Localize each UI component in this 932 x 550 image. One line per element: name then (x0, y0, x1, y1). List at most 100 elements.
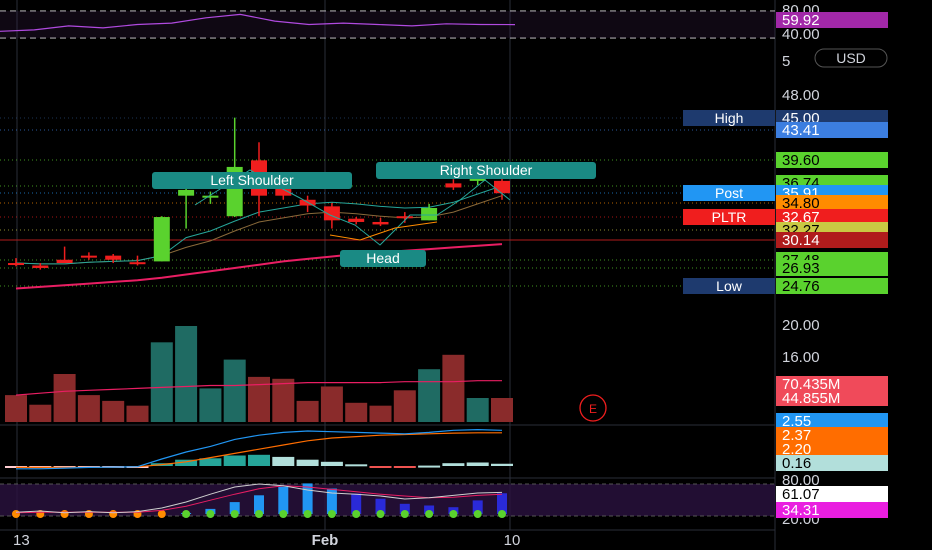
candle-body (153, 217, 170, 262)
stoch-bar (302, 483, 313, 514)
stoch-bar (424, 505, 435, 514)
macd-histogram-bar (491, 463, 513, 466)
stoch-dot (376, 510, 385, 518)
price-value-label: 32.67 (782, 209, 820, 226)
stoch-k-line (15, 483, 503, 514)
stoch-bar (254, 495, 264, 514)
volume-bar (393, 390, 416, 422)
stoch-d-label: 34.31 (782, 502, 820, 519)
macd-histogram-bar (199, 458, 222, 466)
stoch-dot (449, 510, 458, 518)
stochastic-pane[interactable] (0, 483, 775, 518)
macd-histogram-bar (272, 456, 295, 466)
stoch-dot (303, 510, 312, 518)
macd-extra-label: 2.20 (782, 441, 811, 458)
candle-body (372, 221, 389, 225)
macd-hist-label: 0.16 (782, 455, 811, 472)
candle-body (494, 180, 510, 194)
stoch-dot (473, 510, 482, 518)
volume-ma-line (15, 380, 502, 396)
macd-signal-label-bg (776, 427, 888, 443)
macd-histogram-bar (320, 461, 343, 466)
macd-histogram-bar (442, 463, 465, 466)
neckline (329, 221, 438, 241)
stoch-dot (498, 510, 506, 518)
volume-bar (77, 395, 100, 422)
price-value-label-bg (776, 278, 888, 294)
earnings-marker (579, 394, 607, 422)
stoch-dot (157, 510, 166, 518)
candle-body (202, 195, 219, 198)
stoch-dot (109, 510, 118, 518)
volume-pane[interactable]: E (5, 326, 607, 422)
stoch-bar (497, 493, 507, 514)
rsi-value-label: 59.92 (782, 12, 820, 29)
volume-bar (320, 386, 343, 422)
time-tick: 13 (13, 532, 30, 549)
price-value-label: 43.41 (782, 122, 820, 139)
stoch-dot (279, 510, 288, 518)
price-value-label: 30.14 (782, 232, 820, 249)
volume-value-label-bg (776, 376, 888, 392)
volume-bar (199, 388, 222, 422)
volume-bar (248, 376, 270, 422)
price-tag-bg (683, 278, 775, 294)
macd-signal-label: 2.37 (782, 427, 811, 444)
volume-value-label: 70.435M (782, 376, 840, 393)
price-tag-text: Post (715, 185, 743, 201)
left-shoulder-label-text: Left Shoulder (210, 172, 294, 188)
currency-label: USD (836, 50, 866, 66)
stoch-dot (182, 510, 191, 518)
price-tag-bg (683, 185, 775, 201)
price-tag-bg (683, 110, 775, 126)
candle-body (105, 255, 122, 260)
volume-bar (53, 374, 76, 422)
volume-bar (175, 326, 198, 422)
macd-line (16, 428, 503, 470)
axis-tick: 5 (782, 53, 790, 70)
macd-extra-label-bg (776, 441, 888, 457)
macd-value-label-bg (776, 413, 888, 429)
stoch-dot (352, 510, 361, 518)
macd-histogram-bar (296, 459, 319, 466)
currency-pill (814, 48, 888, 68)
stoch-dot (12, 510, 20, 518)
macd-histogram-bar (466, 462, 489, 466)
left-shoulder-label-bg (152, 172, 352, 189)
macd-histogram-bar (418, 465, 441, 468)
price-tag-text: Low (716, 278, 743, 294)
volume-bar (150, 342, 173, 422)
time-axis[interactable]: 13 Feb 10 (13, 532, 520, 549)
right-shoulder-label: Right Shoulder (376, 162, 596, 179)
candle-body (56, 259, 73, 264)
candle-body (421, 208, 438, 221)
price-value-label-bg (776, 232, 888, 248)
volume-ma-label: 44.855M (782, 390, 840, 407)
volume-bar (466, 398, 489, 422)
price-value-label-bg (776, 260, 888, 276)
candle-body (396, 216, 413, 219)
head-label-text: Head (366, 250, 399, 266)
stoch-k-label: 61.07 (782, 486, 820, 503)
candle-body (445, 183, 462, 188)
stoch-bar (375, 498, 386, 514)
stoch-bar (326, 488, 337, 514)
candle-body (348, 218, 365, 222)
axis-tick: 80.00 (782, 472, 820, 489)
right-shoulder-label-text: Right Shoulder (440, 162, 533, 178)
right-shoulder-label-bg (376, 162, 596, 179)
candle-body (32, 265, 49, 268)
pattern-annotations: Left Shoulder Head Right Shoulder (152, 162, 596, 267)
volume-bar (369, 405, 392, 422)
price-axis[interactable]: 80.0040.00548.0020.0016.0080.0020.00USD5… (683, 2, 888, 528)
rsi-pane[interactable] (0, 10, 775, 39)
macd-pane[interactable] (5, 428, 513, 470)
stoch-dot (400, 510, 409, 518)
grid-lines (0, 0, 776, 550)
price-tag-text: PLTR (712, 209, 747, 225)
candle-body (8, 263, 24, 266)
stoch-dot (60, 510, 69, 518)
price-value-label-bg (776, 209, 888, 225)
stoch-dot (206, 510, 215, 518)
